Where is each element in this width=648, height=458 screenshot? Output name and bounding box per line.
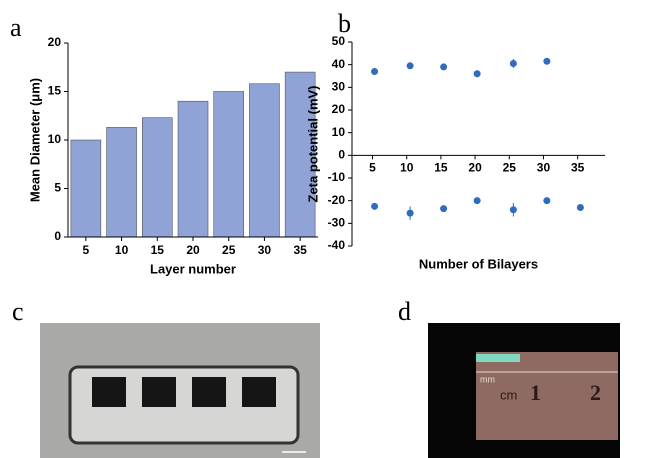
ruler-label: mm (480, 374, 495, 384)
x-axis-label: Layer number (150, 261, 236, 276)
point (473, 197, 481, 205)
bar (177, 100, 209, 238)
y-tick-label: 40 (332, 57, 346, 71)
y-tick-label: 30 (332, 80, 346, 94)
x-tick-label: 35 (571, 161, 585, 175)
y-tick-label: -30 (328, 216, 346, 230)
panel-label: a (10, 13, 22, 42)
point (509, 60, 517, 68)
x-axis-label: Number of Bilayers (419, 256, 538, 271)
bar (249, 83, 280, 238)
y-tick-label: 20 (332, 102, 346, 116)
y-tick-label: 50 (332, 34, 346, 48)
y-tick-label: -10 (328, 170, 346, 184)
y-axis-label: Mean Diameter (μm) (27, 78, 42, 202)
x-tick-label: 25 (503, 161, 517, 175)
panel-label: c (12, 297, 24, 326)
x-tick-label: 15 (151, 243, 165, 257)
x-tick-label: 10 (115, 243, 129, 257)
y-tick-label: 0 (338, 148, 345, 162)
point (543, 197, 551, 205)
point (406, 62, 414, 70)
x-tick-label: 20 (186, 243, 200, 257)
point (371, 67, 379, 75)
x-tick-label: 5 (369, 161, 376, 175)
point (473, 70, 481, 78)
ruler-label: 1 (530, 380, 541, 405)
x-tick-label: 30 (258, 243, 272, 257)
x-tick-label: 15 (434, 161, 448, 175)
y-tick-label: -40 (328, 238, 346, 252)
y-tick-label: -20 (328, 193, 346, 207)
panel-label: d (398, 297, 411, 326)
panel-label: b (338, 9, 351, 38)
x-tick-label: 30 (537, 161, 551, 175)
bar (141, 117, 173, 238)
point (576, 203, 584, 211)
x-tick-label: 20 (468, 161, 482, 175)
y-tick-label: 10 (332, 125, 346, 139)
x-tick-label: 10 (400, 161, 414, 175)
bar (70, 139, 102, 238)
y-tick-label: 0 (54, 229, 61, 243)
micrograph (40, 323, 320, 458)
point (406, 209, 414, 217)
ruler-label: 2 (590, 380, 601, 405)
ruler-photo: mm cm 1 2 (428, 323, 620, 458)
y-axis-label: Zeta potential (mV) (305, 85, 320, 202)
x-tick-label: 25 (222, 243, 236, 257)
x-tick-label: 35 (293, 243, 307, 257)
y-tick-label: 15 (48, 84, 62, 98)
x-tick-label: 5 (83, 243, 90, 257)
point (440, 205, 448, 213)
point (509, 206, 517, 214)
y-tick-label: 5 (54, 181, 61, 195)
bar (106, 127, 137, 238)
y-tick-label: 10 (48, 132, 62, 146)
bar (213, 91, 245, 238)
bar (284, 71, 316, 238)
point (440, 63, 448, 71)
ruler-label: cm (500, 387, 517, 402)
point (543, 57, 551, 65)
point (371, 202, 379, 210)
y-tick-label: 20 (48, 35, 62, 49)
